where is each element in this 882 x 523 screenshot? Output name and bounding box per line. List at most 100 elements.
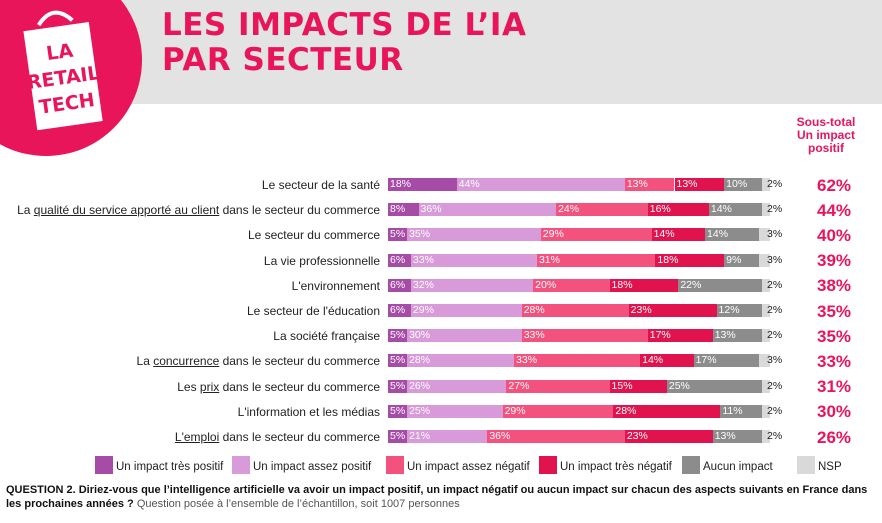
bar-segment: 23% [624, 430, 713, 443]
bar-segment: 5% [388, 354, 408, 368]
logo-text-la: LA [45, 40, 75, 66]
category-label: La concurrence dans le secteur du commer… [2, 354, 380, 369]
bar-segment: 11% [720, 404, 763, 418]
bar-segment: 6% [388, 253, 411, 267]
subtotal-header-line-1: Sous-total [796, 115, 856, 129]
bar-segment [762, 304, 770, 317]
nsp-value-label: 2% [767, 379, 783, 392]
bar-segment: 33% [410, 253, 537, 267]
bar-segment [762, 379, 770, 393]
category-label-part: La [17, 203, 34, 218]
bar-segment: 18% [609, 278, 679, 292]
category-label: La vie professionnelle [2, 254, 380, 269]
nsp-value-label: 2% [767, 430, 783, 442]
category-label: Le secteur de l'éducation [2, 304, 380, 319]
bar-segment: 14% [705, 228, 759, 242]
bar-segment [758, 354, 770, 368]
legend-swatch [539, 456, 557, 474]
category-label-part: dans le secteur du commerce [219, 354, 380, 369]
bar-segment: 32% [410, 278, 534, 292]
bar-segment [762, 404, 770, 418]
bar-segment: 24% [556, 203, 648, 217]
category-label-part: Le secteur de l'éducation [246, 304, 380, 318]
bar-segment: 28% [521, 304, 629, 317]
bar-segment: 12% [716, 304, 763, 317]
subtotal-value: 31% [816, 377, 852, 397]
bar-segment: 17% [693, 354, 759, 368]
category-label-part: La société française [273, 329, 380, 344]
nsp-value-label: 2% [767, 203, 783, 216]
legend-swatch [797, 456, 815, 474]
bar-segment: 23% [628, 304, 717, 317]
subtotal-value: 62% [816, 175, 852, 195]
bar-segment: 18% [388, 178, 457, 191]
category-label: Les prix dans le secteur du commerce [2, 380, 380, 395]
subtotal-value: 33% [816, 351, 852, 371]
nsp-value-label: 2% [767, 404, 783, 417]
bar-segment: 14% [708, 203, 763, 217]
legend-swatch [95, 456, 113, 474]
bar-segment: 6% [388, 278, 411, 292]
legend-label: NSP [818, 461, 842, 473]
bag-handle-icon [37, 10, 74, 27]
subtotal-value: 35% [816, 301, 852, 321]
bar-segment: 5% [388, 404, 408, 418]
bar-segment: 13% [674, 178, 725, 191]
bar-segment: 15% [609, 379, 667, 393]
bar-segment: 17% [647, 329, 713, 343]
category-label: L'information et les médias [2, 405, 380, 420]
category-label-part: Les [177, 379, 200, 394]
title-line-2: PAR SECTEUR [162, 42, 404, 78]
nsp-value-label: 3% [767, 228, 783, 241]
bar-segment: 18% [655, 253, 725, 267]
category-label-part: L'emploi [174, 430, 220, 444]
question-text: QUESTION 2. Diriez-vous que l’intelligen… [6, 484, 878, 511]
nsp-value-label: 2% [767, 304, 783, 316]
legend-swatch [386, 456, 404, 474]
question-note: Question posée à l’ensemble de l’échanti… [136, 497, 460, 510]
subtotal-value: 38% [816, 276, 852, 296]
legend-label: Un impact assez négatif [407, 461, 530, 473]
bar-segment: 5% [388, 228, 408, 242]
bar-segment [762, 178, 770, 191]
header-band [0, 0, 882, 104]
category-label: Le secteur du commerce [2, 228, 380, 243]
bar-segment: 13% [624, 178, 675, 191]
bar-segment: 14% [651, 228, 706, 242]
bar-segment: 33% [514, 354, 641, 368]
category-label-part: dans le secteur du commerce [219, 203, 380, 218]
bar-segment: 9% [724, 253, 759, 267]
page-title: LES IMPACTS DE L’IA PAR SECTEUR [162, 8, 526, 78]
bar-segment: 44% [456, 178, 625, 191]
bar-segment: 31% [536, 253, 656, 267]
category-label: La société française [2, 329, 380, 344]
bar-segment: 13% [712, 329, 763, 343]
bar-segment: 13% [712, 430, 763, 443]
legend-label: Un impact très négatif [560, 461, 672, 473]
nsp-value-label: 2% [767, 178, 783, 190]
subtotal-header-line-2: Un impact [796, 128, 855, 142]
subtotal-header-line-3: positif [808, 141, 844, 155]
subtotal-value: 26% [816, 427, 852, 447]
bar-segment: 20% [533, 278, 610, 292]
category-label: La qualité du service apporté au client … [2, 203, 380, 218]
category-label-part: Le secteur de la santé [261, 178, 380, 192]
bar-segment [762, 430, 770, 443]
bar-segment: 6% [388, 304, 411, 317]
bar-segment: 5% [388, 379, 408, 393]
subtotal-header: Sous-total Un impact positif [786, 116, 866, 155]
bar-segment: 28% [407, 354, 515, 368]
legend-label: Aucun impact [703, 461, 773, 473]
bar-segment: 33% [521, 329, 648, 343]
bar-segment: 27% [506, 379, 610, 393]
bar-segment: 29% [410, 304, 522, 317]
nsp-value-label: 3% [767, 253, 783, 266]
legend-label: Un impact très positif [116, 461, 224, 473]
bar-segment [762, 278, 770, 292]
category-label-part: qualité du service apporté au client [33, 203, 220, 218]
bar-segment: 25% [407, 404, 503, 418]
category-label-part: dans le secteur du commerce [219, 430, 380, 444]
bar-segment: 5% [388, 329, 408, 343]
category-label: L'environnement [2, 279, 380, 294]
legend-label: Un impact assez positif [253, 461, 372, 473]
